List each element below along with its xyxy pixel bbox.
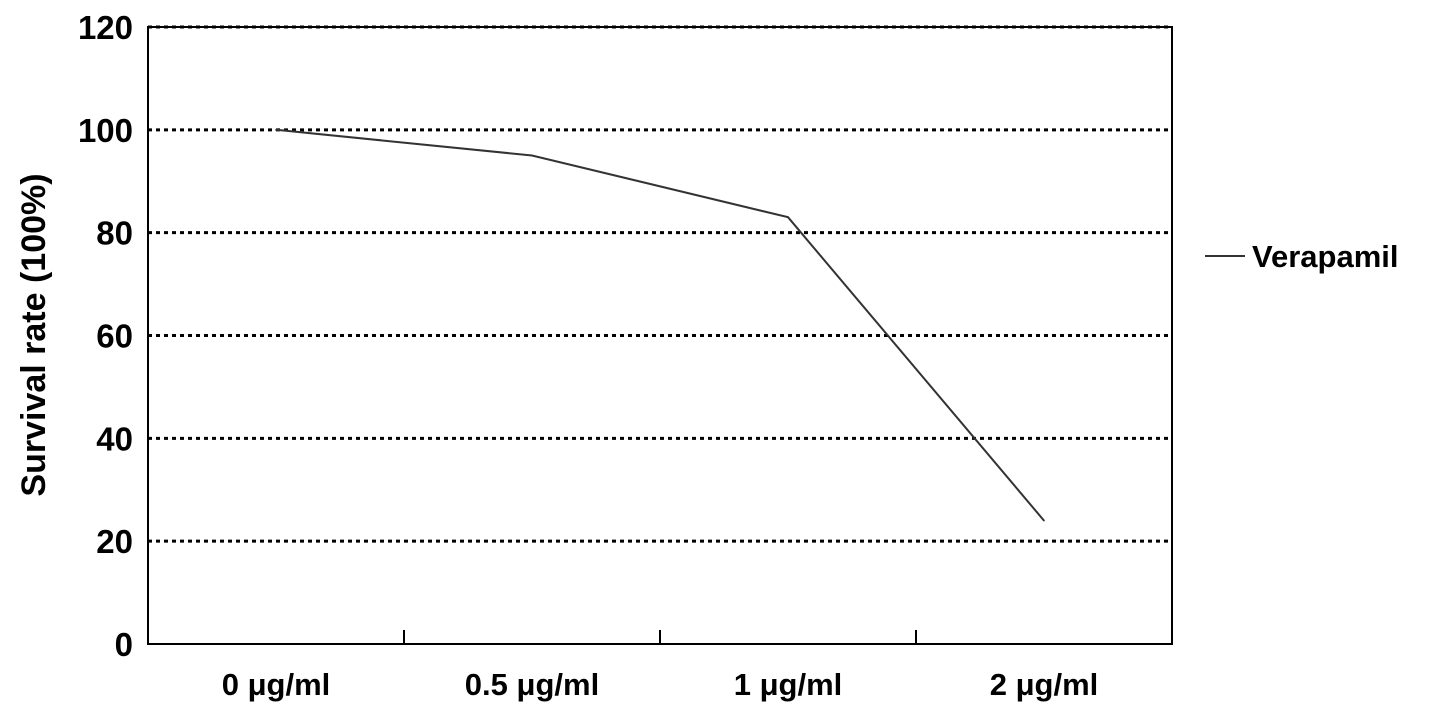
y-tick-label: 60 (96, 318, 133, 355)
y-axis-label: Survival rate (100%) (15, 173, 53, 496)
series-lines (275, 128, 1045, 522)
y-tick-label: 0 (115, 626, 133, 663)
x-tick-label: 1 μg/ml (734, 667, 843, 702)
x-tick-label: 2 μg/ml (990, 667, 1099, 702)
data-point (1043, 519, 1045, 522)
series-line-verapamil (275, 128, 1045, 522)
legend: Verapamil (1205, 239, 1398, 274)
data-point (531, 154, 533, 157)
y-tick-label: 20 (96, 523, 133, 560)
y-tick-label: 80 (96, 215, 133, 252)
data-point (275, 129, 277, 131)
x-tick-label: 0 μg/ml (222, 667, 331, 702)
y-tick-labels: 0 20 40 60 80 100 120 (78, 9, 133, 663)
legend-label-verapamil: Verapamil (1252, 239, 1398, 274)
grid-lines (148, 25, 1172, 543)
x-tick-label: 0.5 μg/ml (465, 667, 599, 702)
x-tick-marks (403, 630, 917, 644)
x-tick-labels: 0 μg/ml 0.5 μg/ml 1 μg/ml 2 μg/ml (222, 667, 1099, 702)
data-point (787, 216, 789, 219)
y-tick-label: 100 (78, 112, 133, 149)
y-tick-label: 120 (78, 9, 133, 46)
y-tick-label: 40 (96, 420, 133, 457)
